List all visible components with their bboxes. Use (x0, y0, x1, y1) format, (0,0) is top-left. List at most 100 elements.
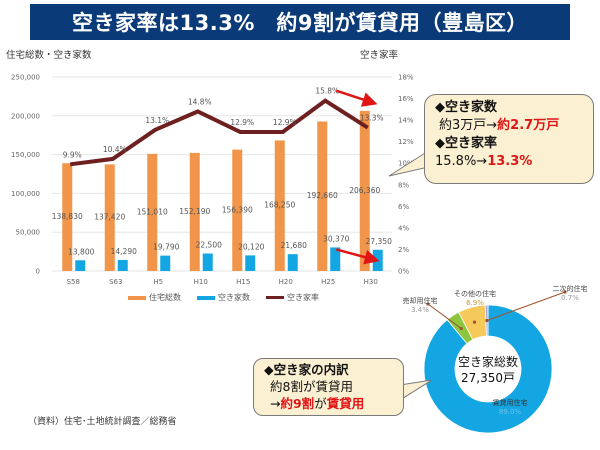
data-label-vacant-houses: 30,370 (323, 234, 349, 243)
donut-center-value: 27,350戸 (461, 371, 515, 385)
legend-item-total-housing: 住宅総数 (128, 292, 181, 303)
x-tick-label: S63 (109, 278, 122, 286)
bar-total-housing (189, 152, 200, 271)
legend-swatch (266, 296, 284, 299)
callout-text: 15.8%→ (435, 154, 488, 169)
bar-total-housing (62, 163, 73, 271)
source-note: （資料）住宅･土地統計調査／総務省 (28, 417, 177, 427)
data-label-vacancy-rate: 12.9% (230, 118, 254, 127)
y-tick-label: 250,000 (11, 74, 40, 82)
data-label-vacant-houses: 14,290 (111, 247, 137, 256)
slice-value-label: 89.0% (499, 408, 522, 416)
bar-vacant-houses (245, 255, 256, 271)
x-tick-label: H30 (364, 278, 378, 286)
callout-line: 約3万戸→約2.7万戸 (435, 117, 593, 135)
y-tick-label: 0 (36, 268, 40, 276)
callout-line: →約9割が賃貸用 (264, 395, 403, 412)
data-label-vacant-houses: 27,350 (366, 237, 392, 246)
x-tick-label: H20 (279, 278, 293, 286)
leader-dot (563, 290, 567, 294)
legend-item-vacancy-rate: 空き家率 (266, 292, 319, 303)
slice-value-label: 3.4% (411, 306, 429, 314)
bar-total-housing (104, 164, 115, 271)
y2-tick-label: 10% (398, 160, 414, 168)
y2-tick-label: 0% (398, 268, 409, 276)
x-tick-label: H25 (321, 278, 335, 286)
callout-line: 約8割が賃貸用 (270, 379, 353, 394)
slice-name-label: 賃貸用住宅 (493, 398, 528, 407)
data-label-vacancy-rate: 12.9% (273, 118, 297, 127)
callout-heading: ◆空き家数 (435, 100, 497, 115)
y-tick-label: 50,000 (16, 229, 41, 237)
bar-total-housing (232, 149, 243, 271)
y-tick-label: 100,000 (11, 190, 40, 198)
callout-highlight: 賃貸用 (326, 396, 365, 411)
y-tick-label: 200,000 (11, 112, 40, 120)
donut-hole (455, 336, 521, 402)
slice-value-label: 0.7% (561, 294, 579, 302)
leader-dot (472, 320, 477, 324)
callout-pointer (400, 380, 433, 401)
arrow-vacant-houses-decrease (335, 248, 380, 265)
data-label-vacant-houses: 13,800 (68, 247, 94, 256)
callout-highlight: 13.3% (487, 154, 533, 169)
data-label-vacancy-rate: 13.3% (360, 114, 384, 123)
data-label-vacancy-rate: 10.4% (103, 145, 127, 154)
leader-dot (426, 302, 430, 306)
slice-value-label: 6.9% (466, 299, 484, 307)
y2-tick-label: 6% (398, 203, 409, 211)
y2-tick-label: 18% (398, 74, 414, 82)
bar-total-housing (147, 153, 158, 271)
data-label-vacancy-rate: 13.1% (145, 116, 169, 125)
data-label-total-housing: 151,010 (137, 207, 168, 216)
callout-highlight: 約9割 (280, 396, 315, 411)
data-label-vacant-houses: 20,120 (238, 242, 264, 251)
bar-vacant-houses (287, 254, 298, 271)
slice-name-label: その他の住宅 (454, 289, 496, 298)
data-label-total-housing: 137,420 (94, 213, 125, 222)
legend-label: 空き家率 (287, 293, 319, 302)
bar-vacant-houses (202, 253, 213, 271)
data-label-total-housing: 152,190 (179, 207, 210, 216)
legend-label: 空き家数 (218, 293, 250, 302)
data-label-total-housing: 138,830 (52, 212, 83, 221)
callout-text: 約3万戸→ (439, 118, 498, 133)
data-label-vacancy-rate: 15.8% (315, 87, 339, 96)
y2-tick-label: 4% (398, 224, 409, 232)
callout-text: → (270, 396, 281, 411)
data-label-vacancy-rate: 9.9% (63, 150, 82, 159)
line-vacancy-rate (69, 98, 369, 167)
leader-line (427, 303, 462, 329)
data-label-vacancy-rate: 14.8% (188, 97, 212, 106)
bar-total-housing (317, 121, 328, 271)
y2-tick-label: 8% (398, 181, 409, 189)
leader-dot (485, 318, 489, 323)
callout-vacancy-summary: ◆空き家数 約3万戸→約2.7万戸 ◆空き家率 15.8%→13.3% (424, 94, 594, 184)
callout-heading: ◆空き家の内訳 (264, 362, 349, 377)
callout-text: が (314, 396, 327, 411)
y2-tick-label: 12% (398, 138, 414, 146)
page-title: 空き家率は13.3% 約9割が賃貸用（豊島区） (30, 4, 570, 40)
y2-tick-label: 14% (398, 117, 414, 125)
slice-name-label: 二次的住宅 (553, 284, 588, 293)
data-label-vacant-houses: 19,790 (153, 243, 179, 252)
data-label-vacant-houses: 22,500 (196, 241, 222, 250)
x-tick-label: H5 (153, 278, 163, 286)
bar-vacant-houses (330, 247, 341, 271)
callout-line: 15.8%→13.3% (435, 153, 593, 171)
leader-line (486, 291, 566, 321)
legend-swatch (128, 295, 146, 300)
bar-total-housing (274, 140, 285, 271)
data-label-total-housing: 192,660 (307, 191, 338, 200)
bar-vacant-houses (117, 259, 128, 271)
right-axis-title: 空き家率 (360, 50, 399, 61)
y-tick-label: 150,000 (11, 151, 40, 159)
x-tick-label: H15 (236, 278, 250, 286)
legend-item-vacant-houses: 空き家数 (197, 292, 250, 303)
x-tick-label: S58 (67, 278, 80, 286)
donut-center-title: 空き家総数 (458, 354, 518, 369)
arrow-vacancy-rate-decrease (335, 89, 378, 107)
y2-tick-label: 2% (398, 246, 409, 254)
data-label-total-housing: 206,360 (349, 186, 380, 195)
